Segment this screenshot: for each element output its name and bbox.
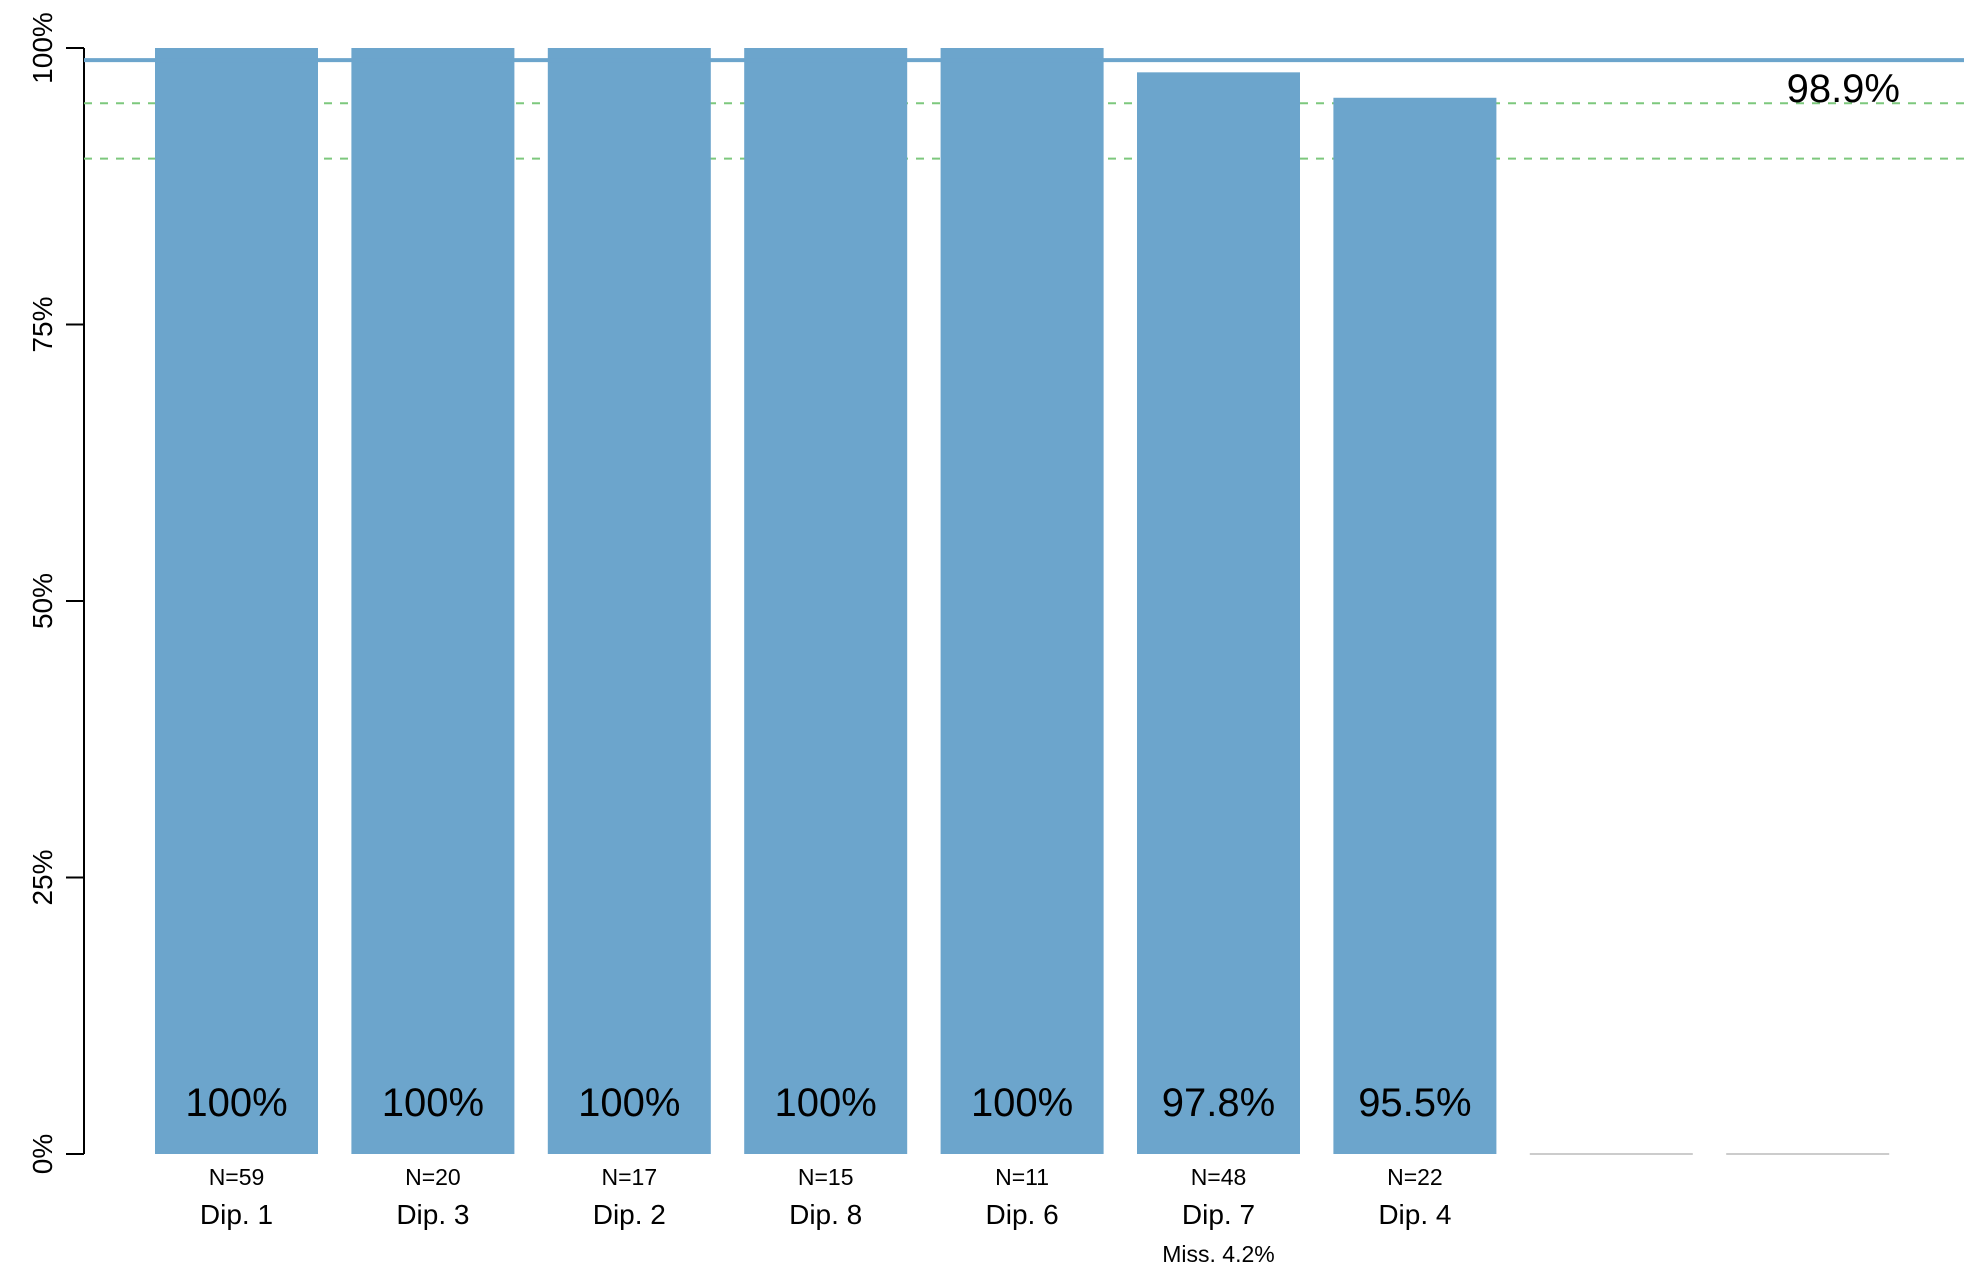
y-axis: 0% 25% 50% 75% 100% — [27, 12, 85, 1174]
x-category-label: Dip. 6 — [986, 1199, 1059, 1230]
bar-labels: 100% N=59 Dip. 1 100% N=20 Dip. 3 100% N=17 Dip.… — [185, 1081, 1471, 1267]
bar-n-label: N=15 — [798, 1164, 854, 1190]
bar-value-label: 100% — [971, 1081, 1073, 1125]
bar-value-label: 97.8% — [1162, 1081, 1275, 1125]
y-tick-label: 50% — [27, 573, 58, 629]
bar — [351, 48, 515, 1154]
bars — [155, 48, 1890, 1155]
x-category-label: Dip. 7 — [1182, 1199, 1255, 1230]
bar-value-label: 100% — [775, 1081, 877, 1125]
x-category-label: Dip. 8 — [789, 1199, 862, 1230]
bar-n-label: N=22 — [1387, 1164, 1443, 1190]
bar — [744, 48, 908, 1154]
x-category-label: Dip. 1 — [200, 1199, 273, 1230]
x-category-label: Dip. 3 — [396, 1199, 469, 1230]
reference-line-group: 98.9% — [84, 58, 1964, 111]
bar-n-label: N=11 — [995, 1164, 1049, 1190]
bar — [1137, 72, 1300, 1154]
y-tick-label: 0% — [27, 1134, 58, 1174]
bar-value-label: 100% — [185, 1081, 287, 1125]
bar — [547, 48, 711, 1154]
bar-value-label: 100% — [382, 1081, 484, 1125]
x-category-label: Dip. 4 — [1378, 1199, 1451, 1230]
reference-line-label: 98.9% — [1787, 67, 1900, 111]
bar — [1333, 97, 1497, 1154]
bar — [155, 48, 318, 1154]
x-category-label: Dip. 2 — [593, 1199, 666, 1230]
bar-n-label: N=59 — [209, 1164, 265, 1190]
bar-missing-label: Miss. 4.2% — [1162, 1241, 1274, 1267]
bar-value-label: 95.5% — [1358, 1081, 1471, 1125]
y-tick-label: 75% — [27, 296, 58, 352]
y-tick-label: 100% — [27, 12, 58, 84]
bar — [940, 48, 1104, 1154]
y-tick-label: 25% — [27, 849, 58, 905]
bar-n-label: N=48 — [1191, 1164, 1247, 1190]
bar-n-label: N=20 — [405, 1164, 461, 1190]
bar-value-label: 100% — [578, 1081, 680, 1125]
bar-n-label: N=17 — [601, 1164, 657, 1190]
